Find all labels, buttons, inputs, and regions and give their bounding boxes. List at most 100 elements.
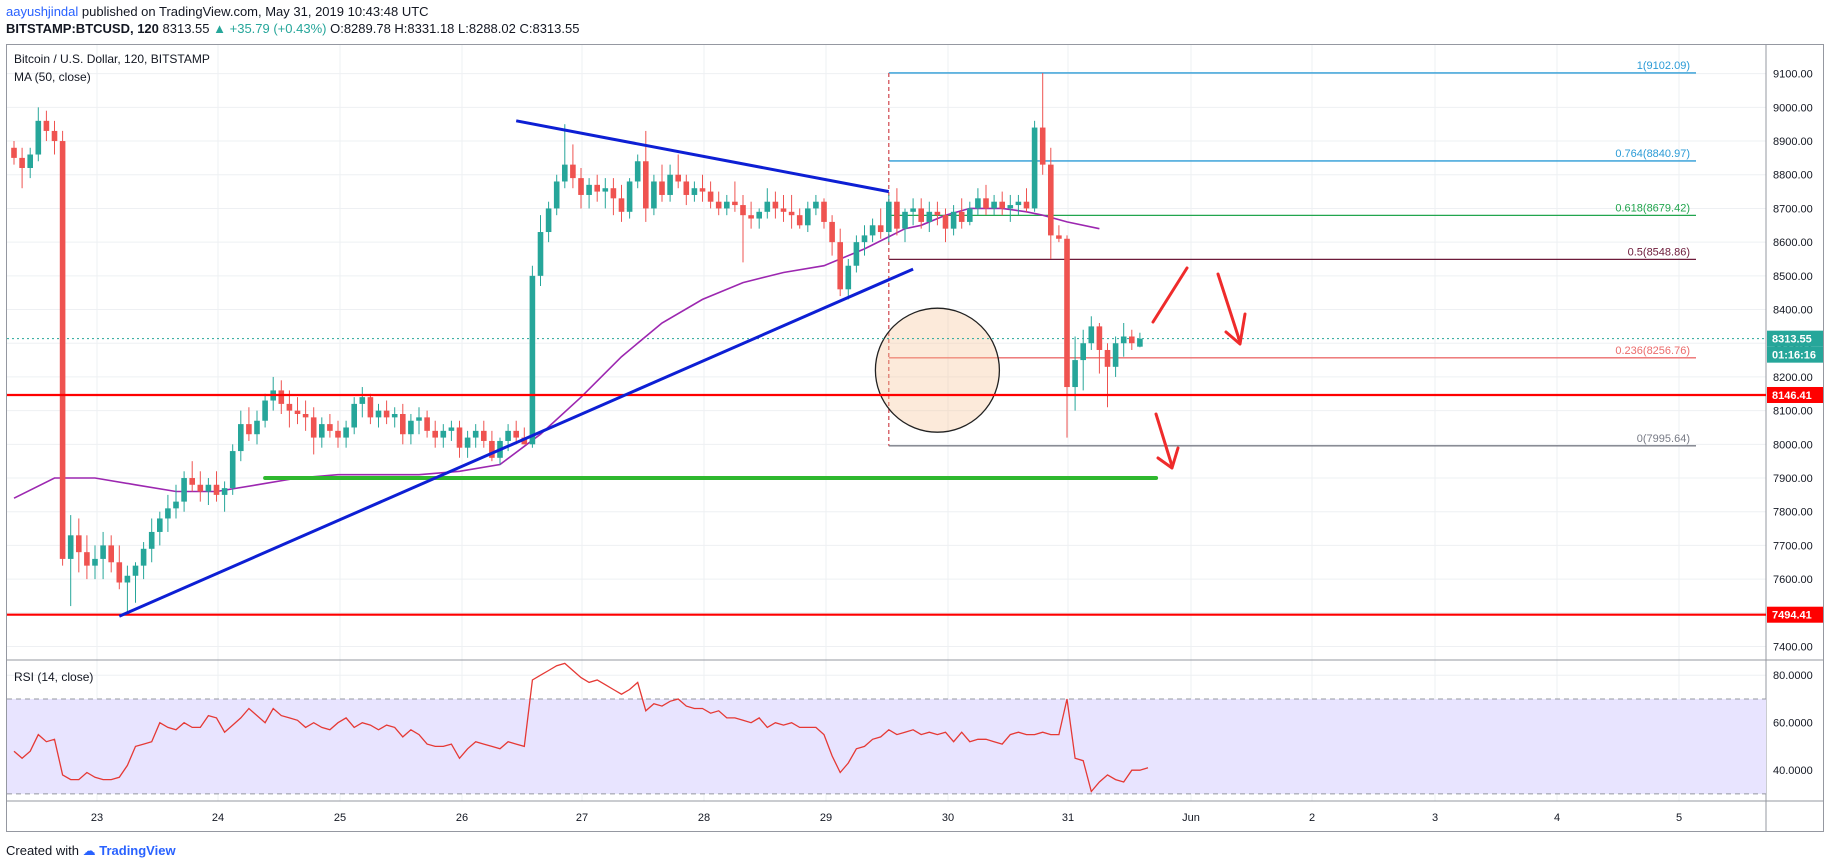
author-link[interactable]: aayushjindal [6,4,79,19]
candle-body [1120,336,1127,344]
candle [886,194,892,243]
candle-body [545,208,552,233]
candle-body [934,211,941,216]
candle-body [157,518,163,532]
candle-body [489,440,495,458]
candle [877,208,884,239]
candle-body [197,484,204,492]
time-tick-label: 2 [1309,812,1315,824]
arrow-down-1 [1216,272,1242,344]
candle-body [1031,127,1038,209]
candle [173,484,179,519]
candle [375,403,382,428]
candle-body [813,201,819,209]
candle-body [643,161,649,209]
candle [691,181,698,202]
candle-body [699,188,706,192]
time-tick-label: 29 [820,812,832,824]
candle-body [991,201,997,209]
candle-body [140,548,147,566]
candle-body [189,478,195,485]
quote-line: BITSTAMP:BTCUSD, 120 8313.55 ▲ +35.79 (+… [6,21,579,36]
candle [132,562,139,603]
candle-body [278,390,285,404]
candle-body [43,120,50,131]
candle-body [537,232,544,276]
candle-body [764,201,771,212]
candle-body [11,147,17,158]
candle [683,174,690,206]
candle-body [100,545,106,559]
tradingview-logo[interactable]: ☁ TradingView [83,843,176,858]
candle [1039,72,1046,175]
ma-legend: MA (50, close) [14,70,91,84]
candle [238,410,244,462]
candle-body [108,545,114,563]
price-tick-label: 8500.00 [1773,271,1813,283]
candle [805,201,811,233]
candle-body [416,417,422,421]
symbol-label: BITSTAMP:BTCUSD, 120 [6,21,159,36]
candle [780,194,787,222]
brand-label: TradingView [99,843,176,858]
candle [432,420,438,448]
candle [934,201,941,226]
time-tick-label: 3 [1432,812,1438,824]
candle [367,393,374,425]
candle-body [667,174,673,195]
candle [659,164,665,202]
candle-body [246,424,252,435]
candle [213,471,220,502]
candle [634,154,641,189]
candle [570,144,576,189]
candle-body [975,198,981,209]
arrow-down-2 [1154,412,1174,468]
candle [448,420,455,441]
price-tick-label: 7600.00 [1773,574,1813,586]
candle [1088,316,1095,350]
candle [724,194,730,216]
candle [456,420,463,458]
candle-body [1056,235,1062,239]
candle-body [902,211,908,229]
candle-body [302,414,309,418]
candle-body [513,430,519,438]
price-tick-label: 8700.00 [1773,203,1813,215]
price-tick-label: 8100.00 [1773,406,1813,418]
candle-body [894,201,900,229]
fib-level-label: 0.5(8548.86) [1628,246,1690,258]
candle [319,417,325,448]
candle [910,198,916,226]
candle [286,390,293,428]
candle [999,191,1005,216]
candle [19,147,25,189]
candle [157,511,163,546]
candle [1104,343,1111,408]
candle [59,130,66,566]
candle-body [886,201,892,233]
rsi-line [13,662,1149,793]
candle [116,545,123,590]
price-tick-label: 8000.00 [1773,439,1813,451]
candle-body [861,235,868,243]
candle [472,424,479,448]
candle [1064,235,1070,438]
last-price-badge [1767,330,1823,347]
candle-body [1015,201,1022,206]
cloud-icon: ☁ [82,843,96,858]
fib-level-label: 0.764(8840.97) [1615,148,1690,160]
price-tick-label: 7900.00 [1773,473,1813,485]
price-tick-label: 7800.00 [1773,507,1813,519]
candle [408,414,414,445]
time-tick-label: Jun [1182,812,1200,824]
candle [140,542,147,580]
level-badge-label: 8146.41 [1772,390,1812,402]
candle [967,201,973,226]
price-tick-label: 7400.00 [1773,642,1813,654]
candle-body [19,157,25,168]
candle [100,531,106,580]
candle-body [343,427,349,438]
candle-body [1072,360,1078,388]
candle [76,518,82,573]
